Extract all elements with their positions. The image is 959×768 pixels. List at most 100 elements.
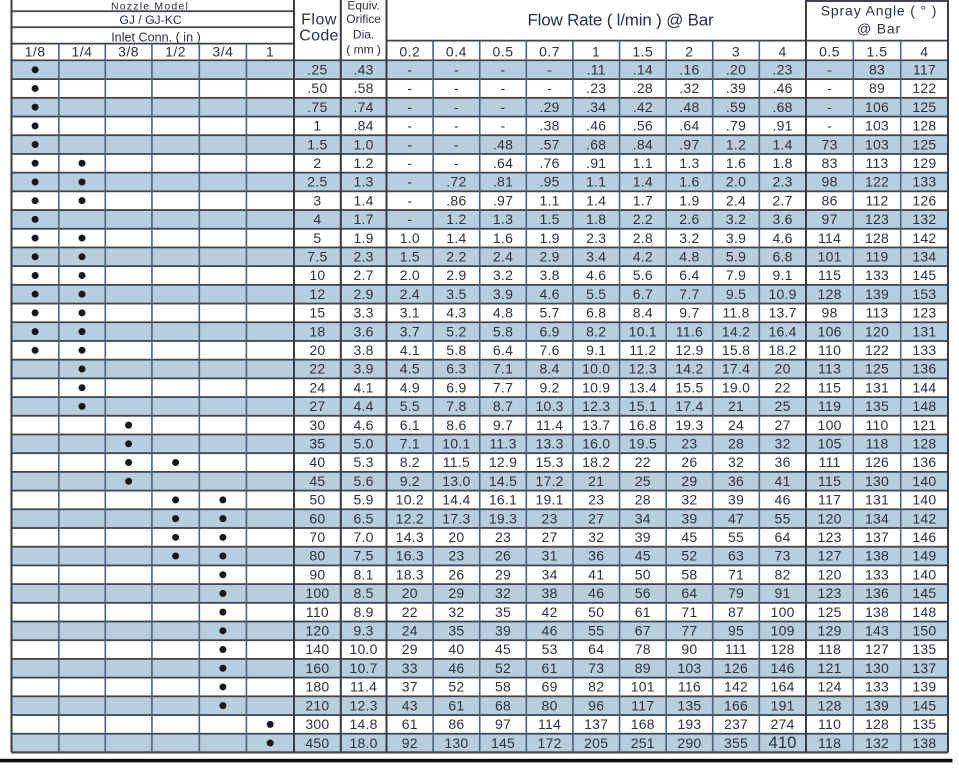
svg-text:24: 24 (402, 623, 418, 639)
svg-text:29: 29 (681, 473, 697, 489)
svg-text:20: 20 (448, 529, 464, 545)
svg-text:134: 134 (912, 248, 936, 264)
svg-text:11.3: 11.3 (489, 436, 516, 452)
svg-text:-: - (547, 61, 552, 77)
svg-text:121: 121 (912, 417, 936, 433)
svg-text:( mm ): ( mm ) (346, 42, 381, 56)
svg-text:.23: .23 (772, 61, 792, 77)
svg-text:111: 111 (819, 454, 841, 470)
svg-text:23: 23 (448, 548, 464, 564)
svg-text:32: 32 (728, 454, 744, 470)
svg-text:5.5: 5.5 (586, 286, 606, 302)
svg-text:4: 4 (920, 43, 928, 59)
svg-text:125: 125 (818, 604, 842, 620)
svg-text:9.1: 9.1 (772, 267, 792, 283)
svg-text:118: 118 (818, 735, 841, 751)
svg-text:7.9: 7.9 (726, 267, 746, 283)
svg-text:14.2: 14.2 (722, 323, 750, 339)
svg-text:1.5: 1.5 (539, 211, 559, 227)
svg-text:5.0: 5.0 (353, 436, 373, 452)
svg-text:140: 140 (912, 473, 936, 489)
svg-text:109: 109 (771, 623, 795, 639)
svg-text:Equiv.: Equiv. (347, 0, 379, 12)
svg-text:39: 39 (728, 492, 744, 508)
svg-text:89: 89 (869, 80, 885, 96)
svg-text:128: 128 (818, 697, 842, 713)
svg-text:1.2: 1.2 (726, 136, 746, 152)
svg-text:71: 71 (728, 566, 744, 582)
svg-text:52: 52 (681, 548, 697, 564)
svg-text:1.8: 1.8 (772, 155, 792, 171)
svg-text:100: 100 (305, 585, 329, 601)
svg-text:142: 142 (912, 230, 936, 246)
svg-text:24: 24 (728, 417, 744, 433)
svg-text:4.3: 4.3 (446, 305, 466, 321)
svg-text:16.3: 16.3 (396, 548, 424, 564)
svg-text:133: 133 (865, 267, 889, 283)
svg-text:98: 98 (822, 174, 838, 190)
svg-text:145: 145 (912, 697, 936, 713)
svg-text:3.5: 3.5 (446, 286, 466, 302)
svg-text:4.8: 4.8 (679, 248, 699, 264)
svg-text:11.4: 11.4 (536, 417, 563, 433)
svg-text:1: 1 (266, 44, 274, 60)
svg-text:.64: .64 (493, 155, 513, 171)
svg-text:138: 138 (865, 604, 889, 620)
svg-text:11.4: 11.4 (350, 679, 377, 695)
svg-text:.97: .97 (493, 192, 513, 208)
svg-text:3.9: 3.9 (353, 361, 373, 377)
svg-text:450: 450 (305, 735, 329, 751)
svg-text:1.4: 1.4 (633, 174, 653, 190)
svg-text:2.3: 2.3 (586, 230, 606, 246)
svg-text:237: 237 (724, 716, 748, 732)
svg-text:119: 119 (865, 248, 888, 264)
svg-text:3.8: 3.8 (353, 342, 373, 358)
svg-text:45: 45 (309, 473, 325, 489)
svg-text:145: 145 (491, 735, 515, 751)
svg-text:15.5: 15.5 (675, 379, 703, 395)
svg-text:274: 274 (771, 716, 795, 732)
svg-text:7.5: 7.5 (307, 248, 327, 264)
svg-text:-: - (547, 80, 552, 96)
svg-text:45: 45 (681, 529, 697, 545)
svg-text:.14: .14 (633, 61, 653, 77)
svg-text:1.6: 1.6 (726, 155, 746, 171)
svg-text:125: 125 (865, 361, 889, 377)
svg-text:113: 113 (865, 155, 888, 171)
svg-text:118: 118 (865, 436, 888, 452)
svg-text:132: 132 (912, 211, 936, 227)
svg-text:-: - (407, 192, 412, 208)
svg-text:14.3: 14.3 (396, 529, 424, 545)
svg-text:1.2: 1.2 (446, 211, 466, 227)
svg-text:36: 36 (588, 548, 604, 564)
svg-text:36: 36 (775, 454, 791, 470)
svg-text:26: 26 (495, 548, 511, 564)
svg-text:.59: .59 (726, 99, 746, 115)
svg-text:3.6: 3.6 (353, 323, 373, 339)
svg-text:3.2: 3.2 (726, 211, 746, 227)
svg-text:4.4: 4.4 (353, 398, 373, 414)
svg-text:8.2: 8.2 (586, 323, 606, 339)
svg-text:4.1: 4.1 (400, 342, 420, 358)
svg-text:2.9: 2.9 (539, 248, 559, 264)
svg-text:140: 140 (912, 492, 936, 508)
svg-text:15.8: 15.8 (722, 342, 750, 358)
svg-text:.48: .48 (493, 136, 513, 152)
svg-text:.68: .68 (772, 99, 792, 115)
svg-text:-: - (454, 61, 459, 77)
svg-text:.79: .79 (726, 118, 746, 134)
svg-text:23: 23 (495, 529, 511, 545)
svg-text:14.2: 14.2 (675, 361, 703, 377)
svg-text:.11: .11 (587, 61, 606, 77)
svg-text:1.7: 1.7 (353, 211, 373, 227)
svg-text:47: 47 (728, 510, 744, 526)
svg-text:37: 37 (402, 679, 418, 695)
svg-text:22: 22 (309, 361, 325, 377)
svg-text:16.0: 16.0 (582, 436, 610, 452)
svg-text:2.4: 2.4 (493, 248, 513, 264)
svg-text:100: 100 (818, 417, 842, 433)
svg-text:5.5: 5.5 (400, 398, 420, 414)
svg-text:1.3: 1.3 (353, 174, 373, 190)
svg-text:42: 42 (542, 604, 558, 620)
svg-text:4.2: 4.2 (633, 248, 653, 264)
